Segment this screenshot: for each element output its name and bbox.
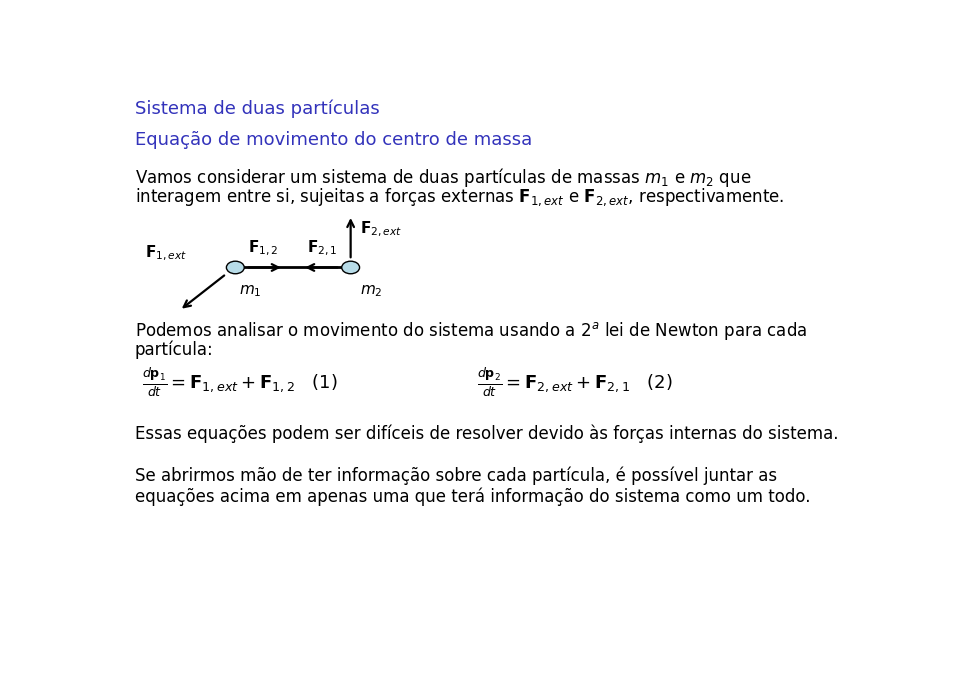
Text: $\mathbf{F}_{2,1}$: $\mathbf{F}_{2,1}$ <box>307 239 338 258</box>
Text: equações acima em apenas uma que terá informação do sistema como um todo.: equações acima em apenas uma que terá in… <box>134 488 810 506</box>
Text: $\mathbf{F}_{2,ext}$: $\mathbf{F}_{2,ext}$ <box>360 220 402 239</box>
Text: Sistema de duas partículas: Sistema de duas partículas <box>134 100 379 118</box>
Text: Vamos considerar um sistema de duas partículas de massas $m_1$ e $m_2$ que: Vamos considerar um sistema de duas part… <box>134 167 752 190</box>
Text: Podemos analisar o movimento do sistema usando a 2$^a$ lei de Newton para cada: Podemos analisar o movimento do sistema … <box>134 320 807 342</box>
Text: Se abrirmos mão de ter informação sobre cada partícula, é possível juntar as: Se abrirmos mão de ter informação sobre … <box>134 466 777 485</box>
Text: Essas equações podem ser difíceis de resolver devido às forças internas do siste: Essas equações podem ser difíceis de res… <box>134 424 838 443</box>
Text: $\frac{d\mathbf{p}_1}{dt} = \mathbf{F}_{1,ext} + \mathbf{F}_{1,2}$   (1): $\frac{d\mathbf{p}_1}{dt} = \mathbf{F}_{… <box>142 367 338 399</box>
Text: Equação de movimento do centro de massa: Equação de movimento do centro de massa <box>134 131 532 150</box>
Circle shape <box>342 261 360 274</box>
Text: $\frac{d\mathbf{p}_2}{dt} = \mathbf{F}_{2,ext} + \mathbf{F}_{2,1}$   (2): $\frac{d\mathbf{p}_2}{dt} = \mathbf{F}_{… <box>477 367 673 399</box>
Text: partícula:: partícula: <box>134 341 214 359</box>
Text: $m_1$: $m_1$ <box>239 283 262 299</box>
Text: interagem entre si, sujeitas a forças externas $\mathbf{F}_{1,ext}$ e $\mathbf{F: interagem entre si, sujeitas a forças ex… <box>134 186 784 208</box>
Circle shape <box>227 261 244 274</box>
Text: $\mathbf{F}_{1,ext}$: $\mathbf{F}_{1,ext}$ <box>145 244 187 263</box>
Text: $m_2$: $m_2$ <box>360 283 382 299</box>
Text: $\mathbf{F}_{1,2}$: $\mathbf{F}_{1,2}$ <box>249 239 278 258</box>
